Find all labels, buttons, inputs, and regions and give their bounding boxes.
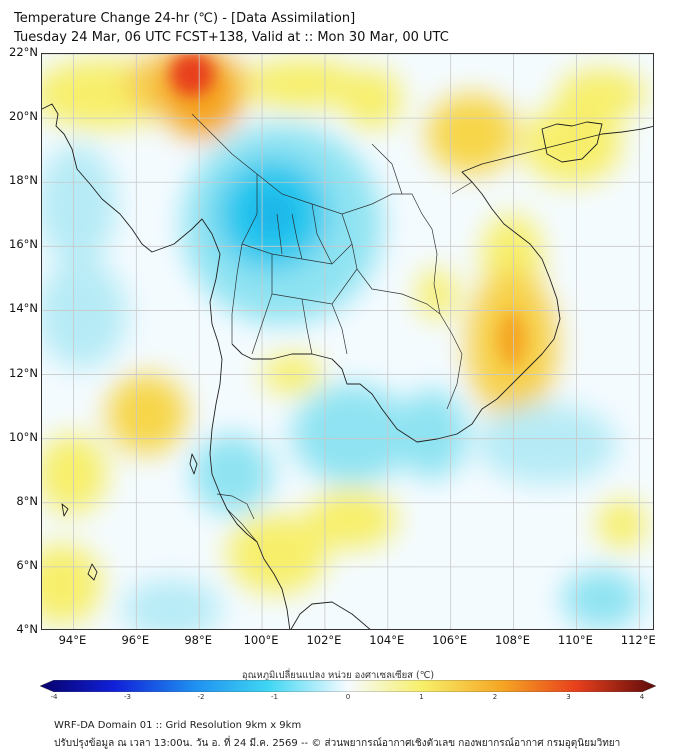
graticule [42,54,653,629]
colorbar-tick-label: 1 [419,693,424,701]
temperature-map [42,54,653,629]
longitude-label: 96°E [121,633,150,647]
latitude-label: 6°N [16,557,38,572]
colorbar-tick-label: 4 [639,693,645,701]
footer-credit: ปรับปรุงข้อมูล ณ เวลา 13:00น. วัน อ. ที่… [54,738,621,749]
latitude-label: 12°N [9,365,38,380]
map-title: Temperature Change 24-hr (℃) - [Data Ass… [14,11,356,26]
longitude-label: 98°E [184,633,212,647]
latitude-label: 14°N [9,301,38,316]
colorbar-title: อุณหภูมิเปลี่ยนแปลง หน่วย องศาเซลเซียส (… [241,670,435,681]
latitude-label: 18°N [9,173,38,188]
colorbar-tick-label: -3 [124,693,131,701]
longitude-label: 100°E [243,633,279,647]
colorbar-tick-label: 2 [492,693,498,701]
colorbar-tick-label: -2 [197,693,205,701]
longitude-label: 94°E [58,633,87,647]
footer-resolution: WRF-DA Domain 01 :: Grid Resolution 9km … [54,720,302,731]
cold-spot [250,192,294,236]
colorbar [40,680,656,692]
warm-spot [498,311,526,367]
coastlines [42,103,653,629]
map-panel [41,53,654,630]
temperature-field [42,54,647,629]
colorbar-tick-label: 3 [566,693,571,701]
hot-spot [170,54,214,96]
longitude-label: 102°E [306,633,342,647]
borders [191,113,473,543]
latitude-label: 22°N [9,45,38,59]
latitude-label: 16°N [9,237,38,252]
map-subtitle: Tuesday 24 Mar, 06 UTC FCST+138, Valid a… [14,30,449,45]
colorbar-tick-label: -1 [271,693,278,701]
longitude-label: 106°E [432,633,468,647]
latitude-label: 4°N [16,622,38,636]
colorbar-gradient [40,680,656,692]
latitude-label: 8°N [16,493,38,508]
longitude-label: 110°E [557,633,593,647]
longitude-label: 108°E [495,633,531,647]
colorbar-tick-label: 0 [345,693,351,701]
longitude-label: 104°E [369,633,405,647]
latitude-label: 20°N [9,109,38,124]
longitude-label: 112°E [620,633,656,647]
latitude-label: 10°N [9,429,38,444]
colorbar-tick-label: -4 [50,693,58,701]
